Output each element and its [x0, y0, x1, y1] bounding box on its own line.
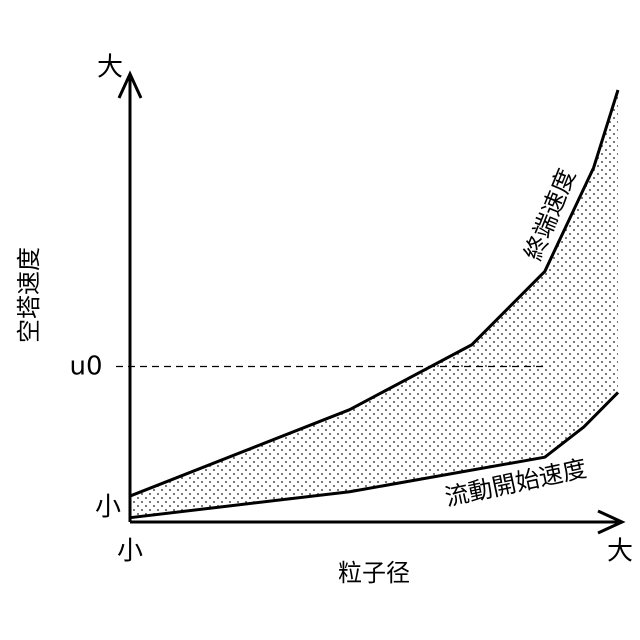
- x-axis-title: 粒子径: [338, 559, 410, 587]
- dotted-region: [130, 90, 618, 518]
- y-min-label: 小: [95, 493, 121, 523]
- x-max-label: 大: [607, 537, 633, 567]
- x-min-label: 小: [117, 537, 143, 567]
- y-max-label: 大: [97, 53, 123, 83]
- u0-label: u0: [69, 352, 102, 382]
- y-axis-title: 空塔速度: [15, 247, 43, 343]
